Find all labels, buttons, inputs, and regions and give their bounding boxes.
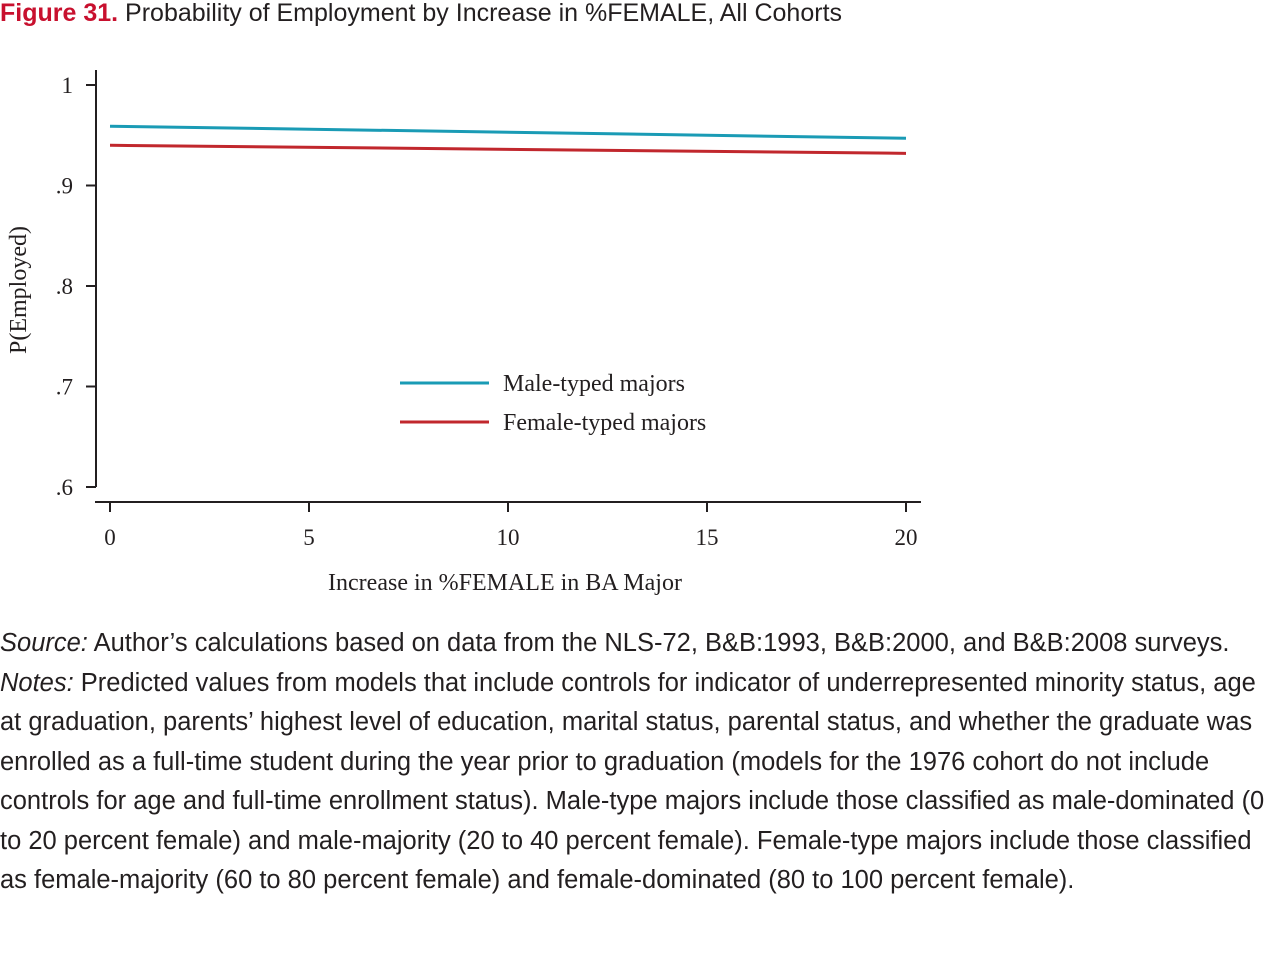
x-tick-label: 5 (303, 525, 315, 550)
notes-paragraph: Notes: Predicted values from models that… (0, 664, 1280, 901)
y-tick-label: 1 (62, 73, 74, 98)
x-tick-label: 15 (696, 525, 719, 550)
y-axis: .6 .7 .8 .9 1 (56, 70, 97, 500)
y-tick-label: .9 (56, 174, 73, 199)
figure-title: Figure 31. Probability of Employment by … (0, 0, 1280, 27)
x-tick-label: 10 (497, 525, 520, 550)
series-line-1 (109, 124, 907, 140)
notes-text: Predicted values from models that includ… (0, 668, 1265, 895)
x-tick-label: 0 (104, 525, 116, 550)
line-chart: .6 .7 .8 .9 1 0 5 10 15 20 Male-typed majors Fema… (6, 70, 921, 596)
x-axis-label: Increase in %FEMALE in BA Major (328, 570, 682, 596)
source-text: Author’s calculations based on data from… (93, 629, 1230, 657)
y-tick-label: .7 (56, 375, 73, 400)
source-note: Source: Author’s calculations based on d… (0, 624, 1280, 664)
figure-label: Figure 31. (0, 0, 119, 27)
figure-title-text: Probability of Employment by Increase in… (125, 0, 843, 27)
source-label: Source: (0, 629, 88, 657)
notes-label: Notes: (0, 668, 74, 697)
plot-lines (109, 124, 907, 155)
legend-label-1: Male-typed majors (503, 371, 685, 397)
legend: Male-typed majors Female-typed majors (400, 371, 706, 436)
y-axis-label: P(Employed) (6, 226, 32, 354)
series-line-2 (109, 143, 907, 155)
x-tick-label: 20 (895, 525, 918, 550)
x-axis: 0 5 10 15 20 (95, 501, 921, 550)
legend-label-2: Female-typed majors (503, 410, 706, 436)
y-tick-label: .6 (56, 475, 73, 500)
y-tick-label: .8 (56, 274, 73, 299)
figure-notes: Source: Author’s calculations based on d… (0, 624, 1280, 901)
